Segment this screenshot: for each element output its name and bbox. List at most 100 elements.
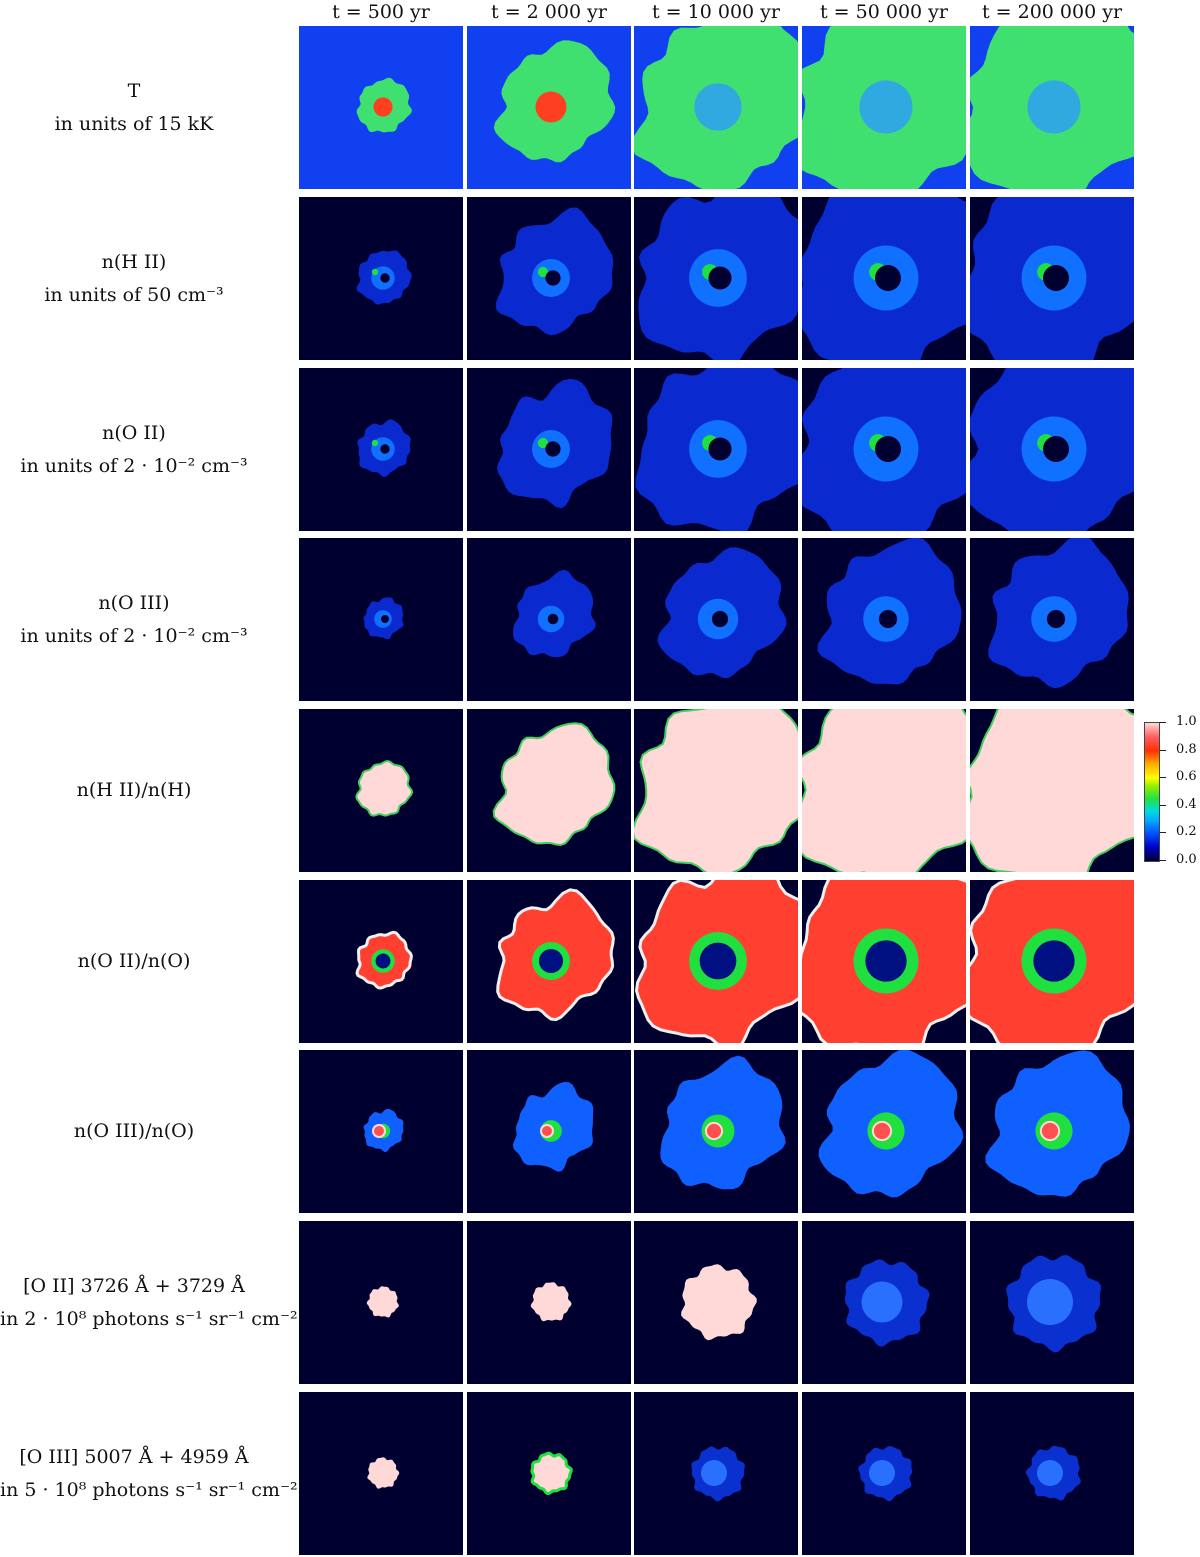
row-label: n(H II) in units of 50 cm⁻³	[0, 246, 268, 312]
ionized-region	[802, 709, 966, 872]
column-header: t = 200 000 yr	[981, 1, 1123, 23]
panel-x_OII-col2	[634, 880, 798, 1043]
colorbar-tick-mark	[1160, 777, 1166, 779]
row-label-quantity: n(O II)	[102, 421, 166, 444]
map-image	[467, 1050, 631, 1213]
colorbar-tick-mark	[1160, 722, 1166, 723]
panel-n_OII-col2	[634, 368, 798, 531]
map-image	[802, 880, 966, 1043]
map-image	[802, 1221, 966, 1384]
map-image	[299, 1392, 463, 1555]
density-hole	[547, 613, 559, 625]
temperature-core	[694, 83, 742, 131]
panel-em_OII-col2	[634, 1221, 798, 1384]
panel-x_OIII-col4	[970, 1050, 1134, 1213]
density-hole	[708, 266, 732, 290]
panel-em_OIII-col2	[634, 1392, 798, 1555]
emission-region	[681, 1264, 757, 1341]
map-image	[299, 197, 463, 360]
row-label-quantity: n(O II)/n(O)	[77, 950, 191, 972]
map-image	[634, 368, 798, 531]
panel-n_OII-col1	[467, 368, 631, 531]
map-image	[299, 709, 463, 872]
density-hole	[380, 273, 390, 283]
map-image	[970, 368, 1134, 531]
colorbar-tick-mark	[1160, 749, 1166, 751]
ionized-region	[492, 722, 616, 847]
panel-em_OIII-col1	[467, 1392, 631, 1555]
panel-temperature-col3	[802, 26, 966, 189]
oii-hole	[865, 940, 907, 982]
emission-region	[367, 1457, 400, 1489]
density-hole	[711, 610, 729, 628]
emission-core	[1037, 1460, 1063, 1486]
panel-em_OII-col4	[970, 1221, 1134, 1384]
temperature-core	[859, 80, 913, 134]
map-image	[299, 538, 463, 701]
oii-hole	[375, 953, 391, 969]
oii-hole	[699, 942, 737, 980]
panel-em_OII-col3	[802, 1221, 966, 1384]
panel-em_OII-col1	[467, 1221, 631, 1384]
panel-n_HII-col4	[970, 197, 1134, 360]
panel-x_OII-col1	[467, 880, 631, 1043]
panel-temperature-col2	[634, 26, 798, 189]
map-image	[299, 1221, 463, 1384]
panel-x_HII-col3	[802, 709, 966, 872]
row-label-quantity: [O III] 5007 Å + 4959 Å	[19, 1445, 249, 1468]
map-image	[970, 709, 1134, 872]
panel-x_HII-col1	[467, 709, 631, 872]
colorbar-tick-label: 1.0	[1176, 714, 1197, 729]
colorbar-tick-mark	[1160, 832, 1166, 834]
panel-x_OIII-col0	[299, 1050, 463, 1213]
temperature-core	[535, 91, 567, 123]
ionized-region	[355, 759, 414, 817]
map-image	[467, 880, 631, 1043]
row-label-quantity: [O II] 3726 Å + 3729 Å	[23, 1274, 245, 1297]
map-image	[970, 880, 1134, 1043]
emission-core	[701, 1460, 727, 1486]
map-image	[634, 1050, 798, 1213]
panel-x_OIII-col2	[634, 1050, 798, 1213]
column-header: t = 50 000 yr	[820, 1, 948, 23]
emission-region	[366, 1286, 399, 1318]
density-hole	[545, 270, 561, 286]
colorbar-tick-label: 0.2	[1176, 824, 1197, 840]
density-clump	[537, 266, 549, 278]
row-label-units: in units of 50 cm⁻³	[44, 283, 224, 306]
map-image	[634, 1392, 798, 1555]
density-hole	[381, 615, 389, 623]
map-image	[634, 538, 798, 701]
map-image	[970, 1221, 1134, 1384]
colorbar-tick-mark	[1160, 804, 1166, 806]
map-image	[970, 1392, 1134, 1555]
row-label-units: in 2 · 10⁸ photons s⁻¹ sr⁻¹ cm⁻²	[0, 1307, 298, 1330]
map-image	[467, 709, 631, 872]
map-image	[634, 197, 798, 360]
row-label: n(O III)/n(O)	[0, 1115, 268, 1148]
map-image	[970, 197, 1134, 360]
panel-n_OII-col0	[299, 368, 463, 531]
oiii-core	[871, 1120, 893, 1142]
map-image	[634, 880, 798, 1043]
map-image	[467, 538, 631, 701]
panel-x_HII-col0	[299, 709, 463, 872]
row-label-quantity: n(O III)/n(O)	[73, 1120, 195, 1142]
density-hole	[875, 265, 901, 291]
density-hole	[875, 436, 901, 462]
map-image	[970, 538, 1134, 701]
map-image	[970, 1050, 1134, 1213]
map-image	[299, 1050, 463, 1213]
panel-x_OIII-col3	[802, 1050, 966, 1213]
map-image	[802, 26, 966, 189]
density-clump	[371, 439, 379, 447]
panel-em_OIII-col3	[802, 1392, 966, 1555]
row-label: [O II] 3726 Å + 3729 Å in 2 · 10⁸ photons…	[0, 1270, 298, 1336]
oiii-core	[1039, 1120, 1061, 1142]
ionized-region	[634, 709, 798, 872]
map-image	[467, 1392, 631, 1555]
row-label-quantity: n(O III)	[98, 591, 170, 614]
panel-x_HII-col4	[970, 709, 1134, 872]
column-header: t = 10 000 yr	[652, 1, 780, 23]
panel-temperature-col0	[299, 26, 463, 189]
